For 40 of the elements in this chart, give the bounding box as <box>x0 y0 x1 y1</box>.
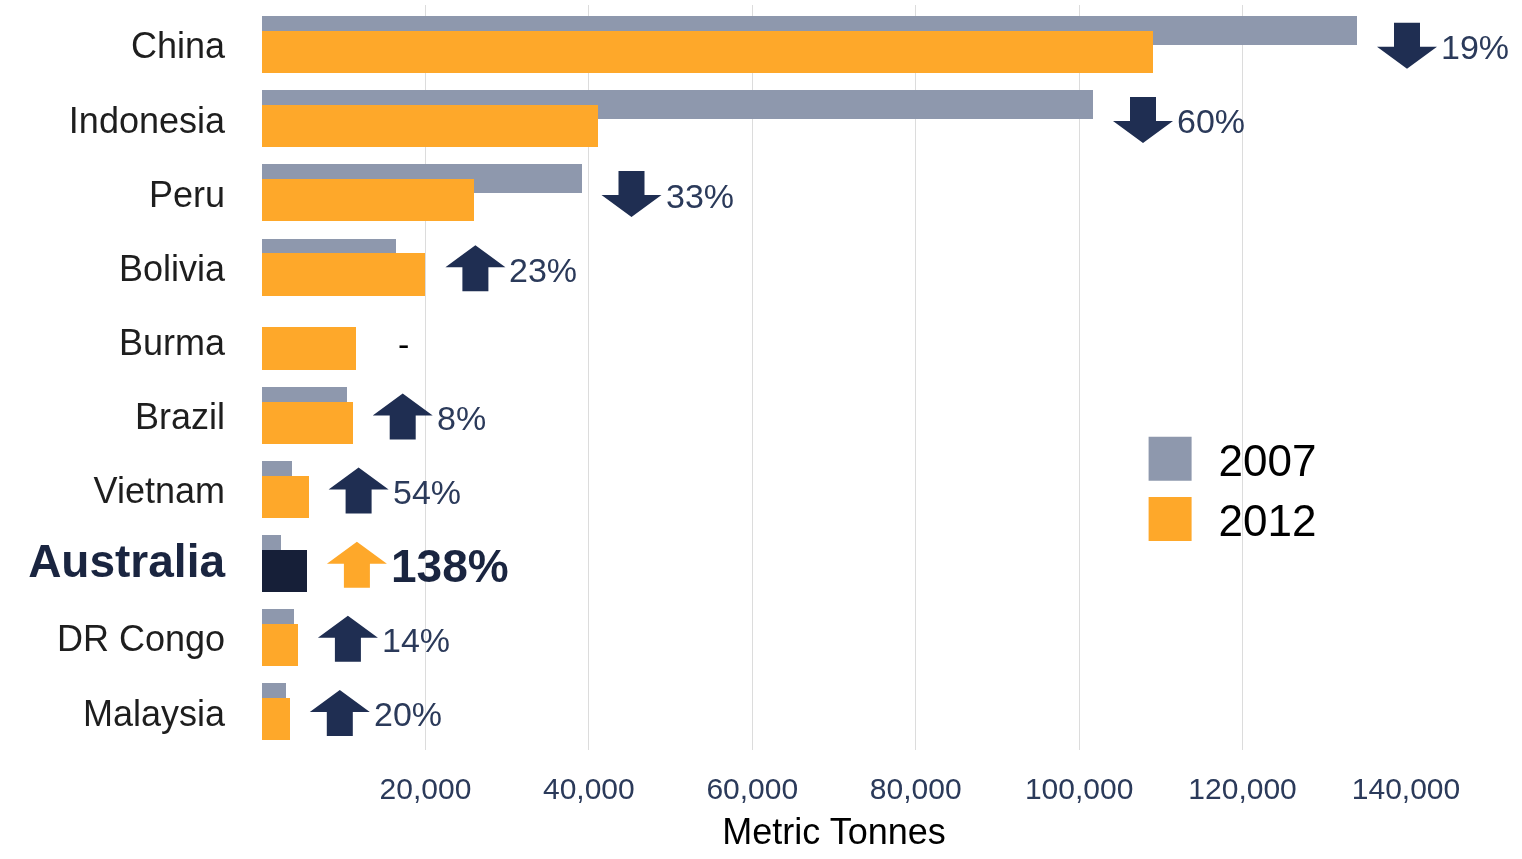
y-tick-label: China <box>130 25 226 67</box>
bar <box>262 179 475 222</box>
y-tick-label: Peru <box>148 173 225 215</box>
annotation: 33% <box>666 177 735 215</box>
annotation: 20% <box>374 695 443 733</box>
y-tick-label: Bolivia <box>118 247 226 289</box>
bar <box>262 698 290 741</box>
annotation: 60% <box>1177 102 1246 140</box>
x-tick-label: 20,000 <box>379 772 472 805</box>
x-tick-label: 100,000 <box>1024 772 1134 805</box>
annotation: 14% <box>382 621 451 659</box>
bar <box>262 623 298 667</box>
annotation: 8% <box>437 399 487 437</box>
y-tick-label: Burma <box>118 321 226 363</box>
legend-label: 2007 <box>1218 436 1317 486</box>
y-tick-label: Malaysia <box>82 692 226 734</box>
annotation: 138% <box>391 540 509 592</box>
x-axis-title: Metric Tonnes <box>722 810 946 852</box>
x-tick-label: 60,000 <box>706 772 799 805</box>
bar <box>262 401 353 444</box>
bar <box>262 327 356 370</box>
annotation: 23% <box>509 251 578 289</box>
y-tick-label: Australia <box>28 535 226 588</box>
annotation: - <box>398 325 410 363</box>
y-tick-label: Indonesia <box>68 99 226 141</box>
bar <box>262 105 598 148</box>
y-tick-label: Vietnam <box>93 470 225 512</box>
bar <box>262 475 309 518</box>
bar <box>262 30 1153 74</box>
text: 19% <box>1441 28 1510 66</box>
legend-label: 2012 <box>1218 496 1317 546</box>
bar <box>262 253 426 296</box>
bar <box>262 549 307 593</box>
x-tick-label: 40,000 <box>542 772 635 805</box>
y-tick-label: DR Congo <box>56 618 225 660</box>
annotation: 54% <box>393 473 462 511</box>
x-tick-label: 80,000 <box>869 772 962 805</box>
x-tick-label: 140,000 <box>1351 772 1461 805</box>
x-tick-label: 120,000 <box>1188 772 1297 805</box>
y-tick-label: Brazil <box>134 396 225 438</box>
